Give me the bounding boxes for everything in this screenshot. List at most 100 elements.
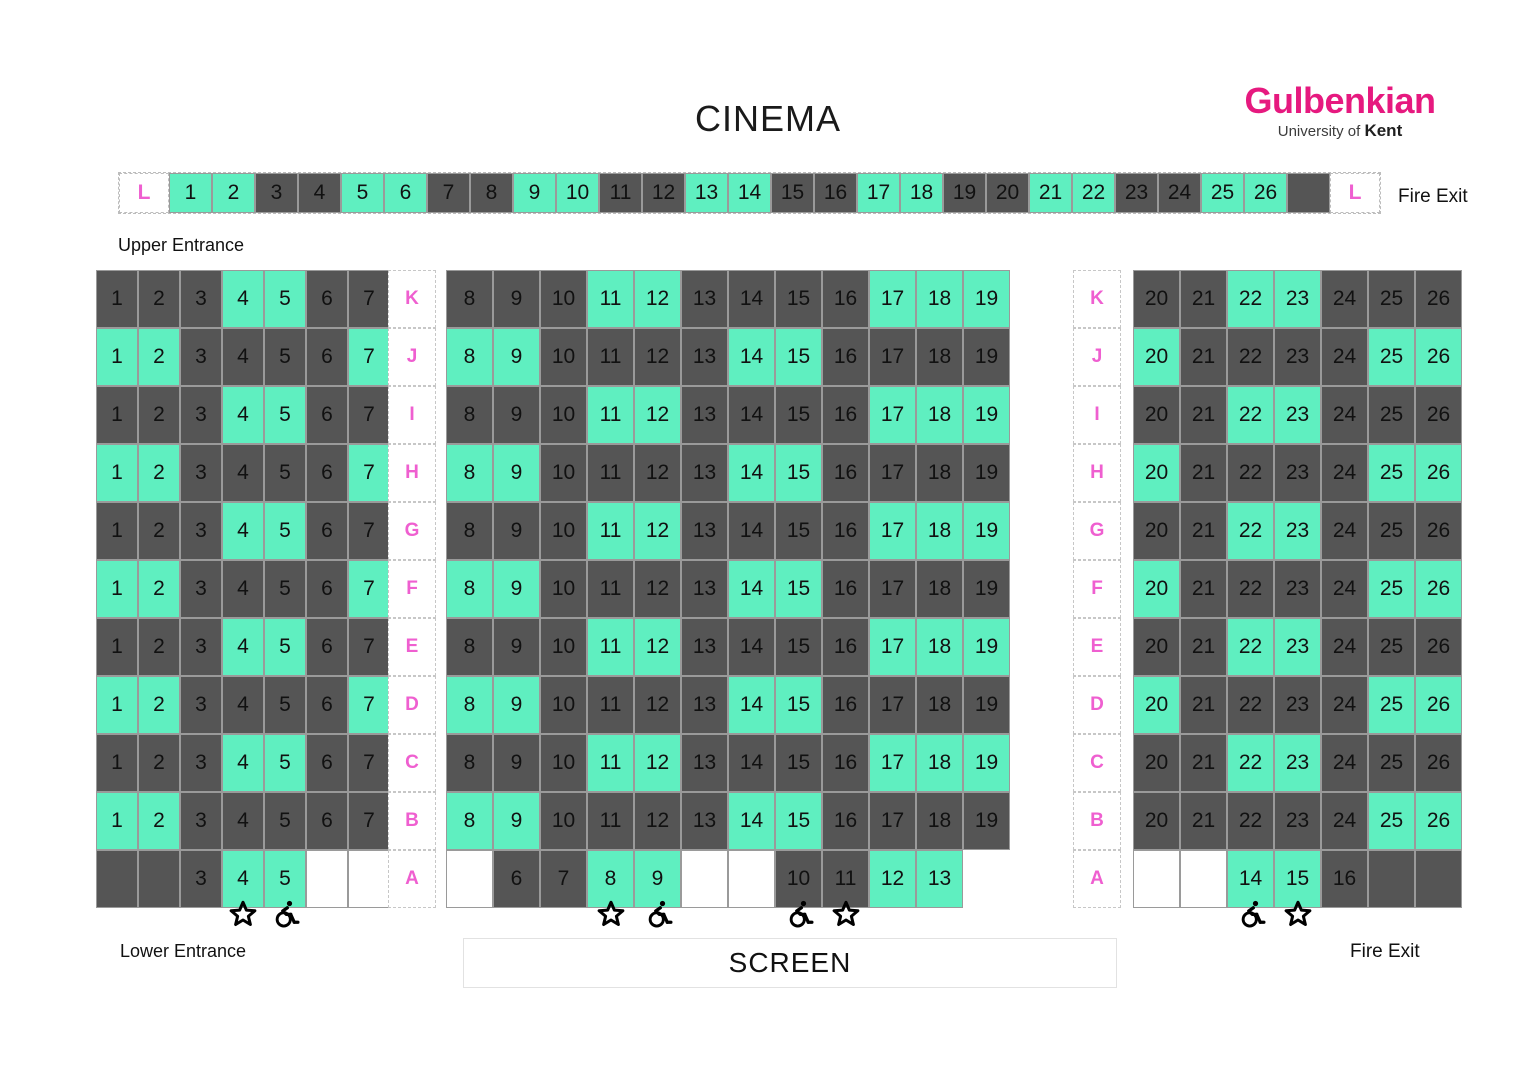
seat-L2[interactable]: 2	[212, 173, 255, 213]
seat-F26[interactable]: 26	[1415, 560, 1462, 618]
seat-C5[interactable]: 5	[264, 734, 306, 792]
seat-C19[interactable]: 19	[963, 734, 1010, 792]
seat-L9[interactable]: 9	[513, 173, 556, 213]
seat-D20[interactable]: 20	[1133, 676, 1180, 734]
seat-F9[interactable]: 9	[493, 560, 540, 618]
seat-L25[interactable]: 25	[1201, 173, 1244, 213]
seat-G19[interactable]: 19	[963, 502, 1010, 560]
seat-A4[interactable]: 4	[222, 850, 264, 908]
seat-K11[interactable]: 11	[587, 270, 634, 328]
seat-K18[interactable]: 18	[916, 270, 963, 328]
seat-A14[interactable]: 14	[1227, 850, 1274, 908]
seat-F25[interactable]: 25	[1368, 560, 1415, 618]
seat-D25[interactable]: 25	[1368, 676, 1415, 734]
seat-C11[interactable]: 11	[587, 734, 634, 792]
seat-C17[interactable]: 17	[869, 734, 916, 792]
seat-I4[interactable]: 4	[222, 386, 264, 444]
seat-C4[interactable]: 4	[222, 734, 264, 792]
seat-B2[interactable]: 2	[138, 792, 180, 850]
seat-J8[interactable]: 8	[446, 328, 493, 386]
seat-G5[interactable]: 5	[264, 502, 306, 560]
seat-J7[interactable]: 7	[348, 328, 390, 386]
seat-J20[interactable]: 20	[1133, 328, 1180, 386]
seat-J25[interactable]: 25	[1368, 328, 1415, 386]
seat-L21[interactable]: 21	[1029, 173, 1072, 213]
seat-I5[interactable]: 5	[264, 386, 306, 444]
seat-A12[interactable]: 12	[869, 850, 916, 908]
seat-H1[interactable]: 1	[96, 444, 138, 502]
seat-L6[interactable]: 6	[384, 173, 427, 213]
seat-F20[interactable]: 20	[1133, 560, 1180, 618]
seat-L10[interactable]: 10	[556, 173, 599, 213]
seat-J1[interactable]: 1	[96, 328, 138, 386]
seat-A13[interactable]: 13	[916, 850, 963, 908]
seat-L14[interactable]: 14	[728, 173, 771, 213]
seat-I12[interactable]: 12	[634, 386, 681, 444]
seat-L5[interactable]: 5	[341, 173, 384, 213]
seat-L26[interactable]: 26	[1244, 173, 1287, 213]
seat-A5[interactable]: 5	[264, 850, 306, 908]
seat-K19[interactable]: 19	[963, 270, 1010, 328]
seat-B14[interactable]: 14	[728, 792, 775, 850]
seat-H26[interactable]: 26	[1415, 444, 1462, 502]
seat-I19[interactable]: 19	[963, 386, 1010, 444]
seat-H7[interactable]: 7	[348, 444, 390, 502]
seat-A15[interactable]: 15	[1274, 850, 1321, 908]
seat-G17[interactable]: 17	[869, 502, 916, 560]
seat-J26[interactable]: 26	[1415, 328, 1462, 386]
seat-E22[interactable]: 22	[1227, 618, 1274, 676]
seat-H15[interactable]: 15	[775, 444, 822, 502]
seat-D14[interactable]: 14	[728, 676, 775, 734]
seat-C22[interactable]: 22	[1227, 734, 1274, 792]
seat-C18[interactable]: 18	[916, 734, 963, 792]
seat-F15[interactable]: 15	[775, 560, 822, 618]
seat-H25[interactable]: 25	[1368, 444, 1415, 502]
seat-E11[interactable]: 11	[587, 618, 634, 676]
seat-C23[interactable]: 23	[1274, 734, 1321, 792]
seat-D26[interactable]: 26	[1415, 676, 1462, 734]
seat-L1[interactable]: 1	[169, 173, 212, 213]
seat-G4[interactable]: 4	[222, 502, 264, 560]
seat-K12[interactable]: 12	[634, 270, 681, 328]
seat-H2[interactable]: 2	[138, 444, 180, 502]
seat-J14[interactable]: 14	[728, 328, 775, 386]
seat-E17[interactable]: 17	[869, 618, 916, 676]
seat-F7[interactable]: 7	[348, 560, 390, 618]
seat-E23[interactable]: 23	[1274, 618, 1321, 676]
seat-L17[interactable]: 17	[857, 173, 900, 213]
seat-E19[interactable]: 19	[963, 618, 1010, 676]
seat-D2[interactable]: 2	[138, 676, 180, 734]
seat-G11[interactable]: 11	[587, 502, 634, 560]
seat-I22[interactable]: 22	[1227, 386, 1274, 444]
seat-L22[interactable]: 22	[1072, 173, 1115, 213]
seat-B9[interactable]: 9	[493, 792, 540, 850]
seat-F1[interactable]: 1	[96, 560, 138, 618]
seat-I17[interactable]: 17	[869, 386, 916, 444]
seat-E4[interactable]: 4	[222, 618, 264, 676]
seat-F2[interactable]: 2	[138, 560, 180, 618]
seat-K17[interactable]: 17	[869, 270, 916, 328]
seat-D15[interactable]: 15	[775, 676, 822, 734]
seat-G12[interactable]: 12	[634, 502, 681, 560]
seat-H8[interactable]: 8	[446, 444, 493, 502]
seat-B1[interactable]: 1	[96, 792, 138, 850]
seat-E12[interactable]: 12	[634, 618, 681, 676]
seat-A9[interactable]: 9	[634, 850, 681, 908]
seat-B8[interactable]: 8	[446, 792, 493, 850]
seat-C12[interactable]: 12	[634, 734, 681, 792]
seat-G23[interactable]: 23	[1274, 502, 1321, 560]
seat-K23[interactable]: 23	[1274, 270, 1321, 328]
seat-L13[interactable]: 13	[685, 173, 728, 213]
seat-K5[interactable]: 5	[264, 270, 306, 328]
seat-G22[interactable]: 22	[1227, 502, 1274, 560]
seat-H20[interactable]: 20	[1133, 444, 1180, 502]
seat-G18[interactable]: 18	[916, 502, 963, 560]
seat-J15[interactable]: 15	[775, 328, 822, 386]
seat-D7[interactable]: 7	[348, 676, 390, 734]
seat-I11[interactable]: 11	[587, 386, 634, 444]
seat-B26[interactable]: 26	[1415, 792, 1462, 850]
seat-E18[interactable]: 18	[916, 618, 963, 676]
seat-I23[interactable]: 23	[1274, 386, 1321, 444]
seat-F8[interactable]: 8	[446, 560, 493, 618]
seat-H14[interactable]: 14	[728, 444, 775, 502]
